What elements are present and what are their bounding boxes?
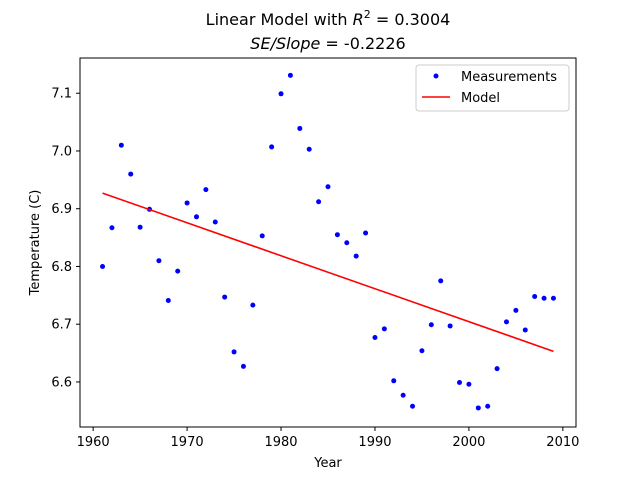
measurement-point bbox=[231, 349, 237, 355]
legend-box bbox=[415, 64, 570, 112]
measurement-point bbox=[522, 327, 528, 333]
measurement-point bbox=[513, 307, 519, 313]
measurement-point bbox=[156, 258, 162, 264]
title-se-var: SE/Slope bbox=[250, 34, 320, 53]
measurement-point bbox=[240, 363, 246, 369]
measurement-point bbox=[297, 125, 303, 131]
plot-area: 1960 1970 1980 1990 2000 2010 6.6 6.7 6.8 6.9 7.0 7… bbox=[51, 72, 579, 450]
measurement-point bbox=[438, 278, 444, 284]
title-prefix: Linear Model with bbox=[206, 10, 353, 29]
measurement-point bbox=[353, 253, 359, 259]
measurement-point bbox=[485, 403, 491, 409]
measurement-point bbox=[475, 405, 481, 411]
measurement-point bbox=[494, 366, 500, 372]
measurement-point bbox=[466, 381, 472, 387]
y-tick-label: 7.0 bbox=[51, 144, 72, 159]
measurement-point bbox=[118, 142, 124, 148]
measurement-point bbox=[269, 144, 275, 150]
measurement-point bbox=[363, 230, 369, 236]
x-tick-label: 1970 bbox=[171, 435, 204, 450]
model-line bbox=[102, 192, 554, 353]
measurement-point bbox=[175, 268, 181, 274]
plot-frame bbox=[79, 57, 577, 428]
measurement-point bbox=[100, 263, 106, 269]
measurement-point bbox=[109, 225, 115, 231]
measurement-point bbox=[447, 323, 453, 329]
measurement-point bbox=[503, 319, 509, 325]
measurement-point bbox=[203, 187, 209, 193]
title-se-eq: = -0.2226 bbox=[320, 34, 405, 53]
measurement-point bbox=[259, 233, 265, 239]
title-r-var: R bbox=[353, 10, 364, 29]
measurement-point bbox=[193, 214, 199, 220]
measurement-point bbox=[316, 199, 322, 205]
measurement-point bbox=[410, 403, 416, 409]
measurement-point bbox=[428, 322, 434, 328]
y-tick-label: 6.8 bbox=[51, 260, 72, 275]
y-axis-label: Temperature (C) bbox=[28, 190, 43, 297]
measurement-point bbox=[457, 380, 463, 386]
y-tick-label: 7.1 bbox=[51, 87, 72, 102]
measurement-point bbox=[372, 334, 378, 340]
x-tick-label: 2000 bbox=[452, 435, 485, 450]
measurement-point bbox=[222, 294, 228, 300]
measurement-point bbox=[391, 378, 397, 384]
measurement-point bbox=[137, 224, 143, 230]
x-axis-label: Year bbox=[313, 456, 342, 471]
y-tick-label: 6.6 bbox=[51, 375, 72, 390]
measurement-point bbox=[184, 200, 190, 206]
y-tick-label: 6.7 bbox=[51, 318, 72, 333]
title-r-sup: 2 bbox=[364, 8, 371, 21]
legend: Measurements Model bbox=[415, 64, 570, 112]
measurement-point bbox=[128, 171, 134, 177]
measurement-point bbox=[334, 232, 340, 238]
measurement-point bbox=[278, 91, 284, 97]
chart-title-line2: SE/Slope = -0.2226 bbox=[250, 34, 405, 53]
measurement-point bbox=[541, 295, 547, 301]
measurement-point bbox=[400, 392, 406, 398]
legend-label-model: Model bbox=[461, 91, 500, 106]
measurement-point bbox=[344, 240, 350, 246]
measurement-point bbox=[165, 298, 171, 304]
measurement-point bbox=[212, 219, 218, 225]
legend-label-measurements: Measurements bbox=[461, 70, 557, 85]
measurement-point bbox=[325, 184, 331, 190]
x-tick-label: 1960 bbox=[77, 435, 110, 450]
y-tick-label: 6.9 bbox=[51, 202, 72, 217]
chart-title-line1: Linear Model with R2 = 0.3004 bbox=[206, 8, 451, 29]
x-tick-label: 2010 bbox=[546, 435, 579, 450]
measurement-point bbox=[287, 72, 293, 78]
title-r-eq: = 0.3004 bbox=[371, 10, 451, 29]
x-tick-label: 1990 bbox=[358, 435, 391, 450]
measurement-point bbox=[250, 302, 256, 308]
x-tick-label: 1980 bbox=[264, 435, 297, 450]
measurement-point bbox=[306, 146, 312, 152]
measurement-point bbox=[419, 348, 425, 354]
measurement-point bbox=[532, 293, 538, 299]
measurement-point bbox=[381, 326, 387, 332]
legend-marker-measurements bbox=[433, 73, 439, 79]
measurement-point bbox=[550, 295, 556, 301]
